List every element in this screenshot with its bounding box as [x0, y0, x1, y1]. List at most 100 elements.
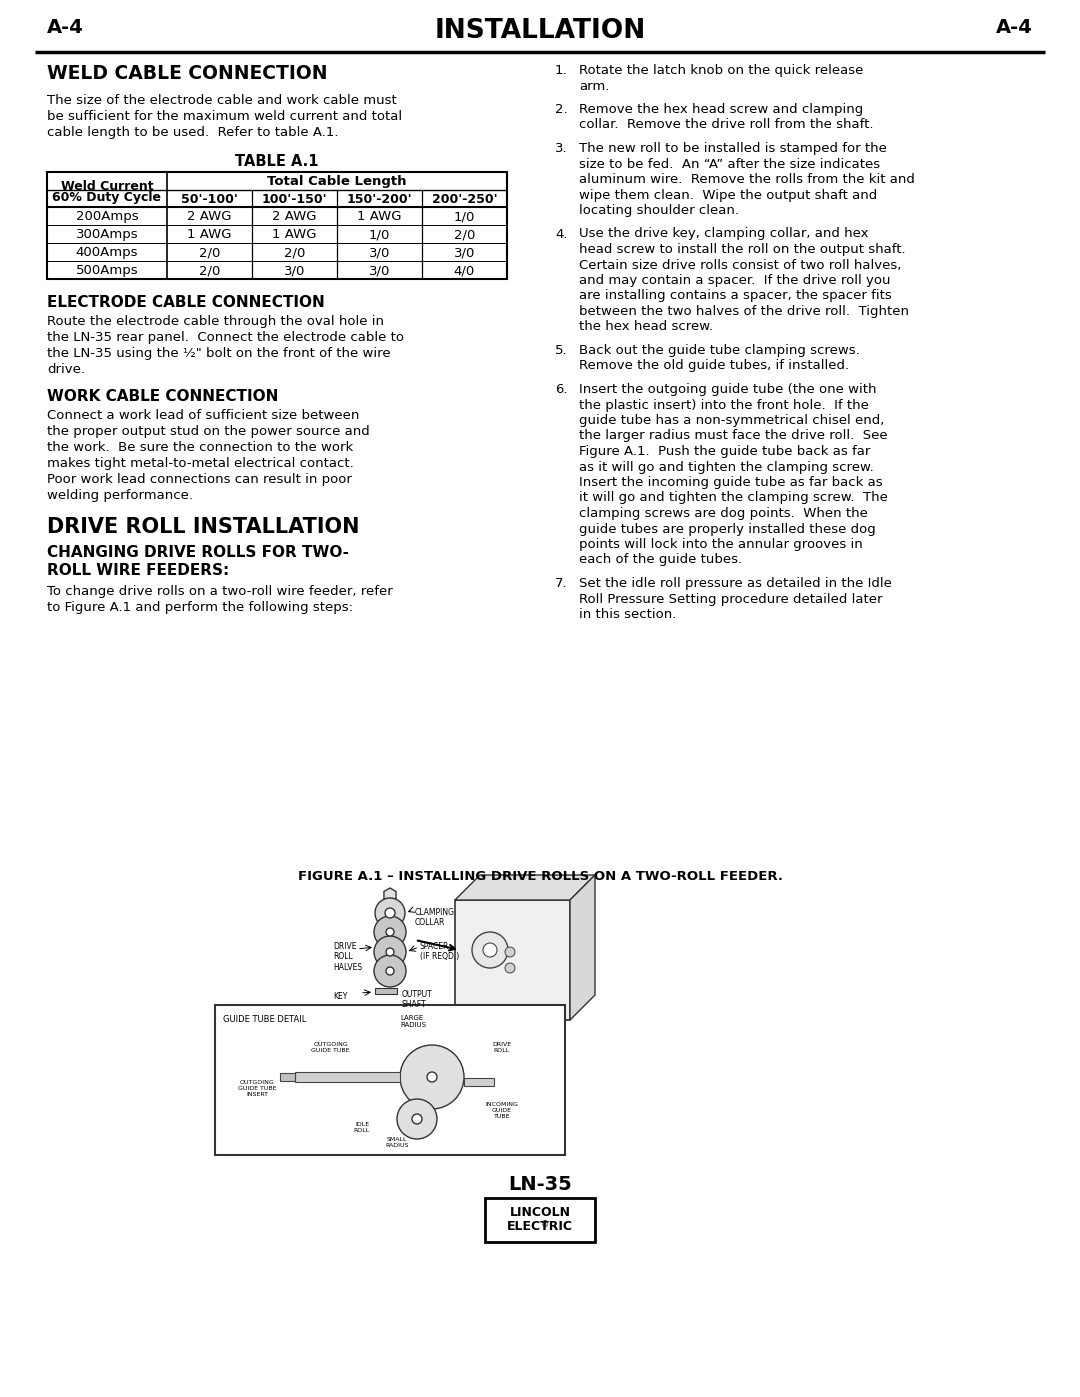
Circle shape	[472, 932, 508, 968]
Text: to Figure A.1 and perform the following steps:: to Figure A.1 and perform the following …	[48, 601, 353, 615]
Circle shape	[397, 1099, 437, 1139]
Text: Set the idle roll pressure as detailed in the Idle: Set the idle roll pressure as detailed i…	[579, 577, 892, 590]
Text: SPACER
(IF REQD.): SPACER (IF REQD.)	[420, 942, 459, 961]
Text: Route the electrode cable through the oval hole in: Route the electrode cable through the ov…	[48, 314, 384, 328]
Text: The new roll to be installed is stamped for the: The new roll to be installed is stamped …	[579, 142, 887, 155]
Text: WORK CABLE CONNECTION: WORK CABLE CONNECTION	[48, 388, 279, 404]
Text: FIGURE A.1 – INSTALLING DRIVE ROLLS ON A TWO-ROLL FEEDER.: FIGURE A.1 – INSTALLING DRIVE ROLLS ON A…	[297, 870, 783, 883]
Text: Figure A.1.  Push the guide tube back as far: Figure A.1. Push the guide tube back as …	[579, 446, 870, 458]
Text: locating shoulder clean.: locating shoulder clean.	[579, 204, 739, 217]
Text: the hex head screw.: the hex head screw.	[579, 320, 713, 334]
Text: size to be fed.  An “A” after the size indicates: size to be fed. An “A” after the size in…	[579, 158, 880, 170]
Text: 2/0: 2/0	[284, 246, 306, 260]
Text: the work.  Be sure the connection to the work: the work. Be sure the connection to the …	[48, 441, 353, 454]
Text: the plastic insert) into the front hole.  If the: the plastic insert) into the front hole.…	[579, 398, 869, 412]
Text: Poor work lead connections can result in poor: Poor work lead connections can result in…	[48, 474, 352, 486]
Bar	[387, 900, 393, 918]
Text: Certain size drive rolls consist of two roll halves,: Certain size drive rolls consist of two …	[579, 258, 902, 271]
Text: 5.: 5.	[555, 344, 568, 358]
Text: 50'-100': 50'-100'	[181, 193, 238, 205]
Circle shape	[505, 963, 515, 972]
Text: WELD CABLE CONNECTION: WELD CABLE CONNECTION	[48, 64, 327, 82]
Text: KEY: KEY	[333, 992, 348, 1002]
Text: 3/0: 3/0	[368, 264, 390, 277]
Text: 100'-150': 100'-150'	[261, 193, 327, 205]
Text: 400Amps: 400Amps	[76, 246, 138, 260]
Text: it will go and tighten the clamping screw.  The: it will go and tighten the clamping scre…	[579, 492, 888, 504]
Text: INCOMING
GUIDE
TUBE: INCOMING GUIDE TUBE	[486, 1102, 518, 1119]
Text: Roll Pressure Setting procedure detailed later: Roll Pressure Setting procedure detailed…	[579, 592, 882, 605]
Text: 3/0: 3/0	[284, 264, 306, 277]
Text: 200'-250': 200'-250'	[432, 193, 497, 205]
Text: CLAMPING
COLLAR: CLAMPING COLLAR	[415, 908, 455, 928]
Text: arm.: arm.	[579, 80, 609, 92]
Text: SMALL
RADIUS: SMALL RADIUS	[386, 1137, 408, 1148]
Circle shape	[505, 947, 515, 957]
Text: 2.: 2.	[555, 103, 568, 116]
Text: 3/0: 3/0	[454, 246, 475, 260]
Text: the proper output stud on the power source and: the proper output stud on the power sour…	[48, 425, 369, 439]
Text: Use the drive key, clamping collar, and hex: Use the drive key, clamping collar, and …	[579, 228, 868, 240]
Text: head screw to install the roll on the output shaft.: head screw to install the roll on the ou…	[579, 243, 906, 256]
Text: A-4: A-4	[996, 18, 1032, 36]
Text: the LN-35 using the ½" bolt on the front of the wire: the LN-35 using the ½" bolt on the front…	[48, 346, 391, 360]
Text: Insert the outgoing guide tube (the one with: Insert the outgoing guide tube (the one …	[579, 383, 877, 395]
Text: between the two halves of the drive roll.  Tighten: between the two halves of the drive roll…	[579, 305, 909, 319]
Text: 7.: 7.	[555, 577, 568, 590]
Text: 1 AWG: 1 AWG	[272, 228, 316, 242]
Text: Remove the old guide tubes, if installed.: Remove the old guide tubes, if installed…	[579, 359, 849, 373]
Text: and may contain a spacer.  If the drive roll you: and may contain a spacer. If the drive r…	[579, 274, 891, 286]
Text: 500Amps: 500Amps	[76, 264, 138, 277]
Bar	[48, 172, 507, 279]
Text: 2/0: 2/0	[199, 264, 220, 277]
Text: aluminum wire.  Remove the rolls from the kit and: aluminum wire. Remove the rolls from the…	[579, 173, 915, 186]
Text: To change drive rolls on a two-roll wire feeder, refer: To change drive rolls on a two-roll wire…	[48, 585, 393, 598]
Text: 150'-200': 150'-200'	[347, 193, 413, 205]
Text: 2/0: 2/0	[199, 246, 220, 260]
Circle shape	[375, 898, 405, 928]
Text: TABLE A.1: TABLE A.1	[235, 154, 319, 169]
Text: 4/0: 4/0	[454, 264, 475, 277]
Text: clamping screws are dog points.  When the: clamping screws are dog points. When the	[579, 507, 868, 520]
Circle shape	[374, 916, 406, 949]
Bar	[375, 988, 397, 995]
Text: DRIVE
ROLL
HALVES: DRIVE ROLL HALVES	[333, 942, 362, 972]
Text: LINCOLN: LINCOLN	[510, 1206, 570, 1220]
Bar	[455, 900, 570, 1020]
Circle shape	[386, 928, 394, 936]
Circle shape	[374, 936, 406, 968]
Text: CHANGING DRIVE ROLLS FOR TWO-: CHANGING DRIVE ROLLS FOR TWO-	[48, 545, 349, 560]
Text: drive.: drive.	[48, 363, 85, 376]
Text: 200Amps: 200Amps	[76, 210, 138, 224]
Bar	[485, 1199, 595, 1242]
Text: 3/0: 3/0	[368, 246, 390, 260]
Text: Back out the guide tube clamping screws.: Back out the guide tube clamping screws.	[579, 344, 860, 358]
Circle shape	[427, 1071, 437, 1083]
Bar	[464, 1078, 494, 1085]
Text: are installing contains a spacer, the spacer fits: are installing contains a spacer, the sp…	[579, 289, 892, 303]
Text: ELECTRODE CABLE CONNECTION: ELECTRODE CABLE CONNECTION	[48, 295, 325, 310]
Text: guide tubes are properly installed these dog: guide tubes are properly installed these…	[579, 522, 876, 535]
Text: Rotate the latch knob on the quick release: Rotate the latch knob on the quick relea…	[579, 64, 863, 77]
Text: OUTPUT
SHAFT: OUTPUT SHAFT	[402, 990, 433, 1010]
Text: Total Cable Length: Total Cable Length	[267, 175, 407, 189]
Text: Remove the hex head screw and clamping: Remove the hex head screw and clamping	[579, 103, 863, 116]
Text: 60% Duty Cycle: 60% Duty Cycle	[53, 190, 162, 204]
Text: DRIVE ROLL INSTALLATION: DRIVE ROLL INSTALLATION	[48, 517, 360, 536]
Text: wipe them clean.  Wipe the output shaft and: wipe them clean. Wipe the output shaft a…	[579, 189, 877, 201]
Polygon shape	[455, 875, 595, 900]
Text: 1 AWG: 1 AWG	[357, 210, 402, 224]
Text: collar.  Remove the drive roll from the shaft.: collar. Remove the drive roll from the s…	[579, 119, 874, 131]
Text: 4.: 4.	[555, 228, 567, 240]
Text: 1 AWG: 1 AWG	[187, 228, 232, 242]
Text: ROLL WIRE FEEDERS:: ROLL WIRE FEEDERS:	[48, 563, 229, 578]
Text: Insert the incoming guide tube as far back as: Insert the incoming guide tube as far ba…	[579, 476, 882, 489]
Text: welding performance.: welding performance.	[48, 489, 193, 502]
Text: cable length to be used.  Refer to table A.1.: cable length to be used. Refer to table …	[48, 126, 338, 138]
Text: 2/0: 2/0	[454, 228, 475, 242]
Circle shape	[374, 956, 406, 988]
Text: 2 AWG: 2 AWG	[272, 210, 316, 224]
Text: INSTALLATION: INSTALLATION	[434, 18, 646, 43]
Text: LARGE
RADIUS: LARGE RADIUS	[400, 1016, 426, 1028]
Polygon shape	[570, 875, 595, 1020]
